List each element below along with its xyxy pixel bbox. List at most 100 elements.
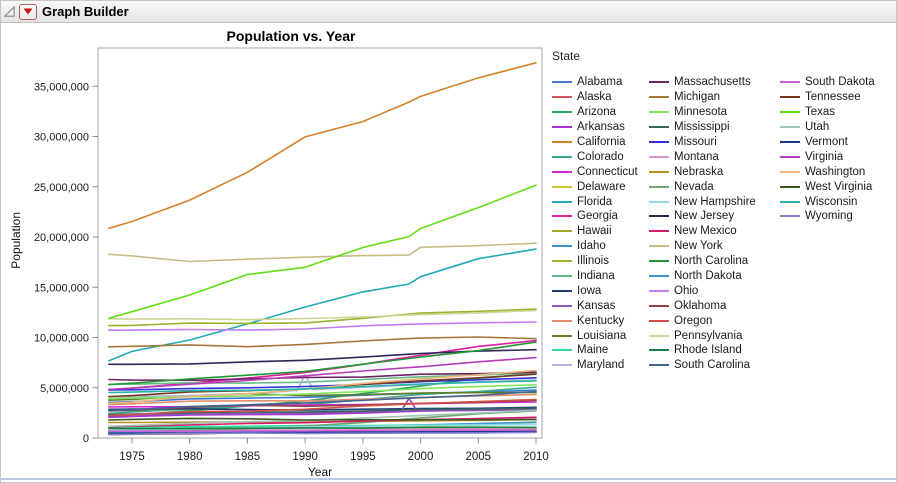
legend-item-new-mexico[interactable]: New Mexico xyxy=(649,224,780,239)
legend-item-florida[interactable]: Florida xyxy=(552,194,649,209)
series-line-massachusetts[interactable] xyxy=(108,371,537,382)
series-line-rhode-island[interactable] xyxy=(108,426,537,430)
legend-item-michigan[interactable]: Michigan xyxy=(649,90,780,105)
legend-item-connecticut[interactable]: Connecticut xyxy=(552,164,649,179)
legend-item-california[interactable]: California xyxy=(552,135,649,150)
legend-swatch xyxy=(552,304,572,307)
series-line-south-carolina[interactable] xyxy=(108,390,537,412)
series-line-north-carolina[interactable] xyxy=(108,341,537,386)
legend-label: Maine xyxy=(577,344,609,357)
legend-item-oklahoma[interactable]: Oklahoma xyxy=(649,298,780,313)
series-line-south-dakota[interactable] xyxy=(108,429,537,432)
series-line-ohio[interactable] xyxy=(108,321,537,331)
legend-item-north-carolina[interactable]: North Carolina xyxy=(649,254,780,269)
legend-item-idaho[interactable]: Idaho xyxy=(552,239,649,254)
series-line-wisconsin[interactable] xyxy=(108,380,537,394)
legend-item-washington[interactable]: Washington xyxy=(780,164,875,179)
legend-item-vermont[interactable]: Vermont xyxy=(780,135,875,150)
legend-item-wisconsin[interactable]: Wisconsin xyxy=(780,194,875,209)
legend-swatch xyxy=(552,96,572,99)
legend-swatch xyxy=(780,81,800,84)
legend-item-new-jersey[interactable]: New Jersey xyxy=(649,209,780,224)
legend-item-louisiana[interactable]: Louisiana xyxy=(552,328,649,343)
legend-item-alaska[interactable]: Alaska xyxy=(552,90,649,105)
legend-item-kentucky[interactable]: Kentucky xyxy=(552,313,649,328)
y-tick-label: 5,000,000 xyxy=(40,383,89,395)
legend-item-illinois[interactable]: Illinois xyxy=(552,254,649,269)
legend-item-mississippi[interactable]: Mississippi xyxy=(649,120,780,135)
legend-item-maine[interactable]: Maine xyxy=(552,343,649,358)
legend-item-texas[interactable]: Texas xyxy=(780,105,875,120)
series-line-minnesota[interactable] xyxy=(108,383,537,400)
legend-item-massachusetts[interactable]: Massachusetts xyxy=(649,75,780,90)
legend-swatch xyxy=(649,334,669,337)
legend-item-georgia[interactable]: Georgia xyxy=(552,209,649,224)
series-line-oregon[interactable] xyxy=(108,398,537,417)
red-triangle-menu-button[interactable] xyxy=(19,3,37,20)
legend-item-wyoming[interactable]: Wyoming xyxy=(780,209,875,224)
legend-swatch xyxy=(552,275,572,278)
disclosure-triangle-icon[interactable] xyxy=(3,5,16,18)
legend-item-minnesota[interactable]: Minnesota xyxy=(649,105,780,120)
legend-label: Delaware xyxy=(577,180,626,193)
x-tick-label: 2010 xyxy=(523,451,549,463)
legend-swatch xyxy=(649,349,669,352)
legend-swatch xyxy=(649,230,669,233)
legend-item-west-virginia[interactable]: West Virginia xyxy=(780,179,875,194)
series-line-west-virginia[interactable] xyxy=(108,417,537,421)
legend-item-maryland[interactable]: Maryland xyxy=(552,358,649,373)
series-line-washington[interactable] xyxy=(108,369,537,405)
legend-swatch xyxy=(649,141,669,143)
legend-column: Massachusetts Michigan Minnesota Mississipp… xyxy=(649,75,780,373)
series-line-indiana[interactable] xyxy=(108,372,537,386)
legend-label: Pennsylvania xyxy=(674,329,743,342)
legend-item-tennessee[interactable]: Tennessee xyxy=(780,90,875,105)
legend-item-hawaii[interactable]: Hawaii xyxy=(552,224,649,239)
legend-item-south-carolina[interactable]: South Carolina xyxy=(649,358,780,373)
legend-label: Colorado xyxy=(577,150,624,163)
series-line-new-jersey[interactable] xyxy=(108,348,537,366)
legend-swatch xyxy=(552,170,572,173)
legend-label: New Mexico xyxy=(674,225,737,238)
series-line-virginia[interactable] xyxy=(108,356,537,391)
series-line-texas[interactable] xyxy=(108,184,537,320)
series-line-wyoming[interactable] xyxy=(108,431,537,436)
legend-item-arizona[interactable]: Arizona xyxy=(552,105,649,120)
plot-area[interactable]: 0 5,000,000 10,000,000 15,000,000 20,000,000… xyxy=(1,23,897,483)
legend-item-colorado[interactable]: Colorado xyxy=(552,149,649,164)
series-line-michigan[interactable] xyxy=(108,336,537,348)
legend-item-kansas[interactable]: Kansas xyxy=(552,298,649,313)
legend-item-new-york[interactable]: New York xyxy=(649,239,780,254)
legend-item-rhode-island[interactable]: Rhode Island xyxy=(649,343,780,358)
series-line-illinois[interactable] xyxy=(108,308,537,327)
legend-item-nevada[interactable]: Nevada xyxy=(649,179,780,194)
legend-item-indiana[interactable]: Indiana xyxy=(552,269,649,284)
legend-item-virginia[interactable]: Virginia xyxy=(780,149,875,164)
series-line-california[interactable] xyxy=(108,62,537,230)
legend-item-north-dakota[interactable]: North Dakota xyxy=(649,269,780,284)
legend-label: Rhode Island xyxy=(674,344,742,357)
legend-label: Iowa xyxy=(577,284,602,297)
legend-item-alabama[interactable]: Alabama xyxy=(552,75,649,90)
red-triangle-icon xyxy=(23,8,33,15)
legend-item-ohio[interactable]: Ohio xyxy=(649,283,780,298)
legend-item-pennsylvania[interactable]: Pennsylvania xyxy=(649,328,780,343)
legend-item-iowa[interactable]: Iowa xyxy=(552,283,649,298)
legend-item-oregon[interactable]: Oregon xyxy=(649,313,780,328)
legend-item-utah[interactable]: Utah xyxy=(780,120,875,135)
legend-swatch xyxy=(649,289,669,292)
legend-swatch xyxy=(552,319,572,322)
series-line-new-york[interactable] xyxy=(108,242,537,263)
legend-item-nebraska[interactable]: Nebraska xyxy=(649,164,780,179)
legend-item-missouri[interactable]: Missouri xyxy=(649,135,780,150)
legend-item-delaware[interactable]: Delaware xyxy=(552,179,649,194)
series-line-kansas[interactable] xyxy=(108,397,537,417)
legend-item-arkansas[interactable]: Arkansas xyxy=(552,120,649,135)
legend-item-south-dakota[interactable]: South Dakota xyxy=(780,75,875,90)
legend-item-montana[interactable]: Montana xyxy=(649,149,780,164)
legend-label: Connecticut xyxy=(577,165,638,178)
legend-item-new-hampshire[interactable]: New Hampshire xyxy=(649,194,780,209)
series-line-pennsylvania[interactable] xyxy=(108,309,537,321)
legend-label: New Jersey xyxy=(674,210,735,223)
legend-label: West Virginia xyxy=(805,180,873,193)
